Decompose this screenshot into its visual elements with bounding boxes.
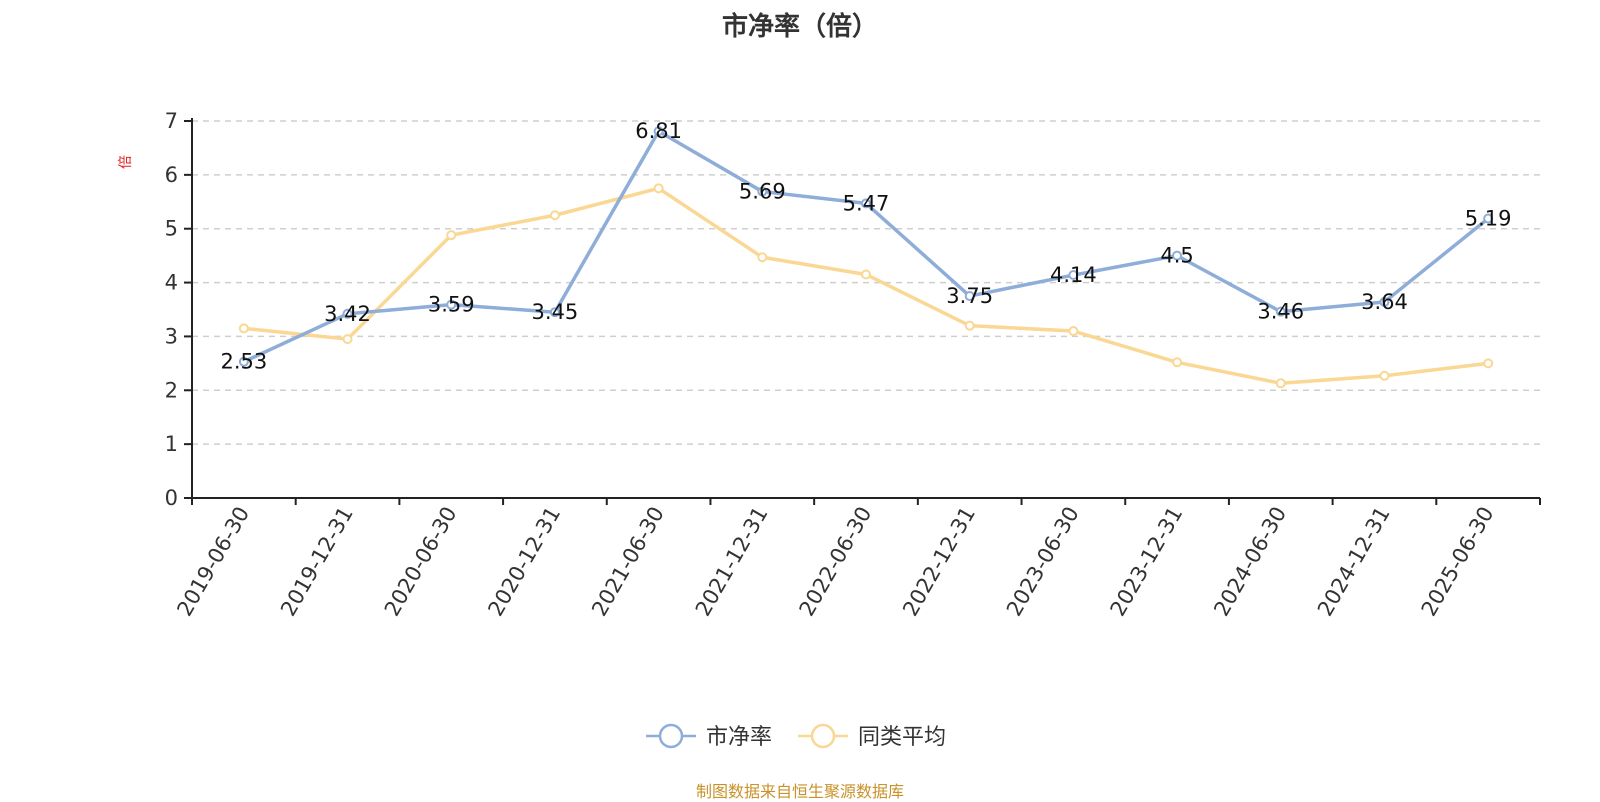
series-point bbox=[861, 198, 871, 209]
series-line bbox=[243, 129, 1490, 364]
x-tick-label: 2022-06-30 bbox=[795, 503, 877, 621]
axes bbox=[184, 118, 1541, 505]
series-point bbox=[1483, 358, 1494, 369]
x-tick-label: 2024-12-31 bbox=[1313, 503, 1395, 621]
data-label: 3.46 bbox=[1257, 300, 1304, 324]
series-point bbox=[238, 356, 249, 367]
x-tick-label: 2023-12-31 bbox=[1106, 503, 1188, 621]
x-tick-label: 2021-06-30 bbox=[587, 503, 669, 621]
legend-swatch-marker bbox=[658, 723, 684, 749]
series-point bbox=[1172, 357, 1183, 368]
series-point bbox=[1068, 270, 1079, 281]
series-point bbox=[757, 186, 768, 197]
series-point bbox=[446, 299, 457, 310]
data-label: 5.69 bbox=[739, 180, 786, 204]
y-tick-label: 6 bbox=[165, 163, 178, 187]
x-tick-label: 2020-12-31 bbox=[483, 503, 565, 621]
legend: 市净率 同类平均 bbox=[646, 723, 946, 750]
series-point bbox=[1275, 378, 1286, 389]
series-point bbox=[757, 252, 768, 263]
data-label: 4.14 bbox=[1050, 263, 1097, 287]
x-tick-label: 2024-06-30 bbox=[1209, 503, 1291, 621]
series-point bbox=[1275, 306, 1286, 317]
series-point bbox=[549, 307, 560, 318]
y-tick-label: 5 bbox=[165, 217, 178, 241]
data-label: 5.19 bbox=[1465, 206, 1512, 230]
series-point bbox=[238, 323, 249, 334]
legend-swatch-marker bbox=[810, 723, 836, 749]
data-label: 3.42 bbox=[324, 302, 371, 326]
y-tick-label: 1 bbox=[165, 432, 178, 456]
y-tick-label: 4 bbox=[165, 271, 178, 295]
data-label: 2.53 bbox=[220, 350, 267, 374]
data-label: 3.59 bbox=[428, 293, 475, 317]
series-point bbox=[1172, 250, 1183, 261]
x-tick-label: 2020-06-30 bbox=[380, 503, 462, 621]
x-tick-label: 2021-12-31 bbox=[691, 503, 773, 621]
series-point bbox=[653, 126, 664, 137]
data-label: 6.81 bbox=[635, 119, 682, 143]
grid-lines bbox=[192, 120, 1540, 445]
data-label: 3.45 bbox=[532, 300, 579, 324]
x-tick-label: 2019-12-31 bbox=[276, 503, 358, 621]
series-point bbox=[446, 230, 457, 241]
series-point bbox=[1068, 326, 1079, 337]
series-line bbox=[243, 186, 1489, 386]
series-point bbox=[342, 334, 353, 345]
series-point bbox=[549, 210, 560, 221]
x-tick-label: 2025-06-30 bbox=[1417, 503, 1499, 621]
series-point bbox=[1379, 370, 1390, 381]
y-tick-label: 7 bbox=[165, 109, 178, 133]
y-axis-ticks: 0 1 2 3 4 5 6 7 倍 bbox=[118, 109, 178, 510]
y-tick-label: 0 bbox=[165, 486, 178, 510]
y-axis-unit-label: 倍 bbox=[118, 155, 134, 169]
data-labels: 2.53 3.42 3.59 3.45 6.81 5.69 5.47 3.75 4.14 4.5 3… bbox=[220, 119, 1511, 374]
x-axis-ticks: 2019-06-30 2019-12-31 2020-06-30 2020-12-31… bbox=[172, 503, 1498, 621]
data-label: 5.47 bbox=[843, 191, 890, 215]
data-label: 3.75 bbox=[946, 284, 993, 308]
source-footer: 制图数据来自恒生聚源数据库 bbox=[695, 782, 904, 801]
data-label: 4.5 bbox=[1160, 244, 1193, 268]
legend-label: 同类平均 bbox=[858, 725, 946, 750]
x-tick-label: 2019-06-30 bbox=[172, 503, 254, 621]
series-point bbox=[342, 308, 353, 319]
series-point bbox=[653, 183, 664, 194]
y-tick-label: 2 bbox=[165, 378, 178, 402]
x-tick-label: 2023-06-30 bbox=[1002, 503, 1084, 621]
y-tick-label: 3 bbox=[165, 324, 178, 348]
series-point bbox=[1379, 296, 1390, 307]
series-point bbox=[1483, 213, 1494, 224]
x-tick-label: 2022-12-31 bbox=[898, 503, 980, 621]
series-group bbox=[238, 126, 1494, 389]
series-point bbox=[964, 291, 975, 302]
legend-label: 市净率 bbox=[706, 725, 772, 750]
data-label: 3.64 bbox=[1361, 290, 1408, 314]
series-point bbox=[861, 269, 871, 280]
chart-title: 市净率（倍） bbox=[721, 12, 878, 42]
series-point bbox=[964, 320, 975, 331]
